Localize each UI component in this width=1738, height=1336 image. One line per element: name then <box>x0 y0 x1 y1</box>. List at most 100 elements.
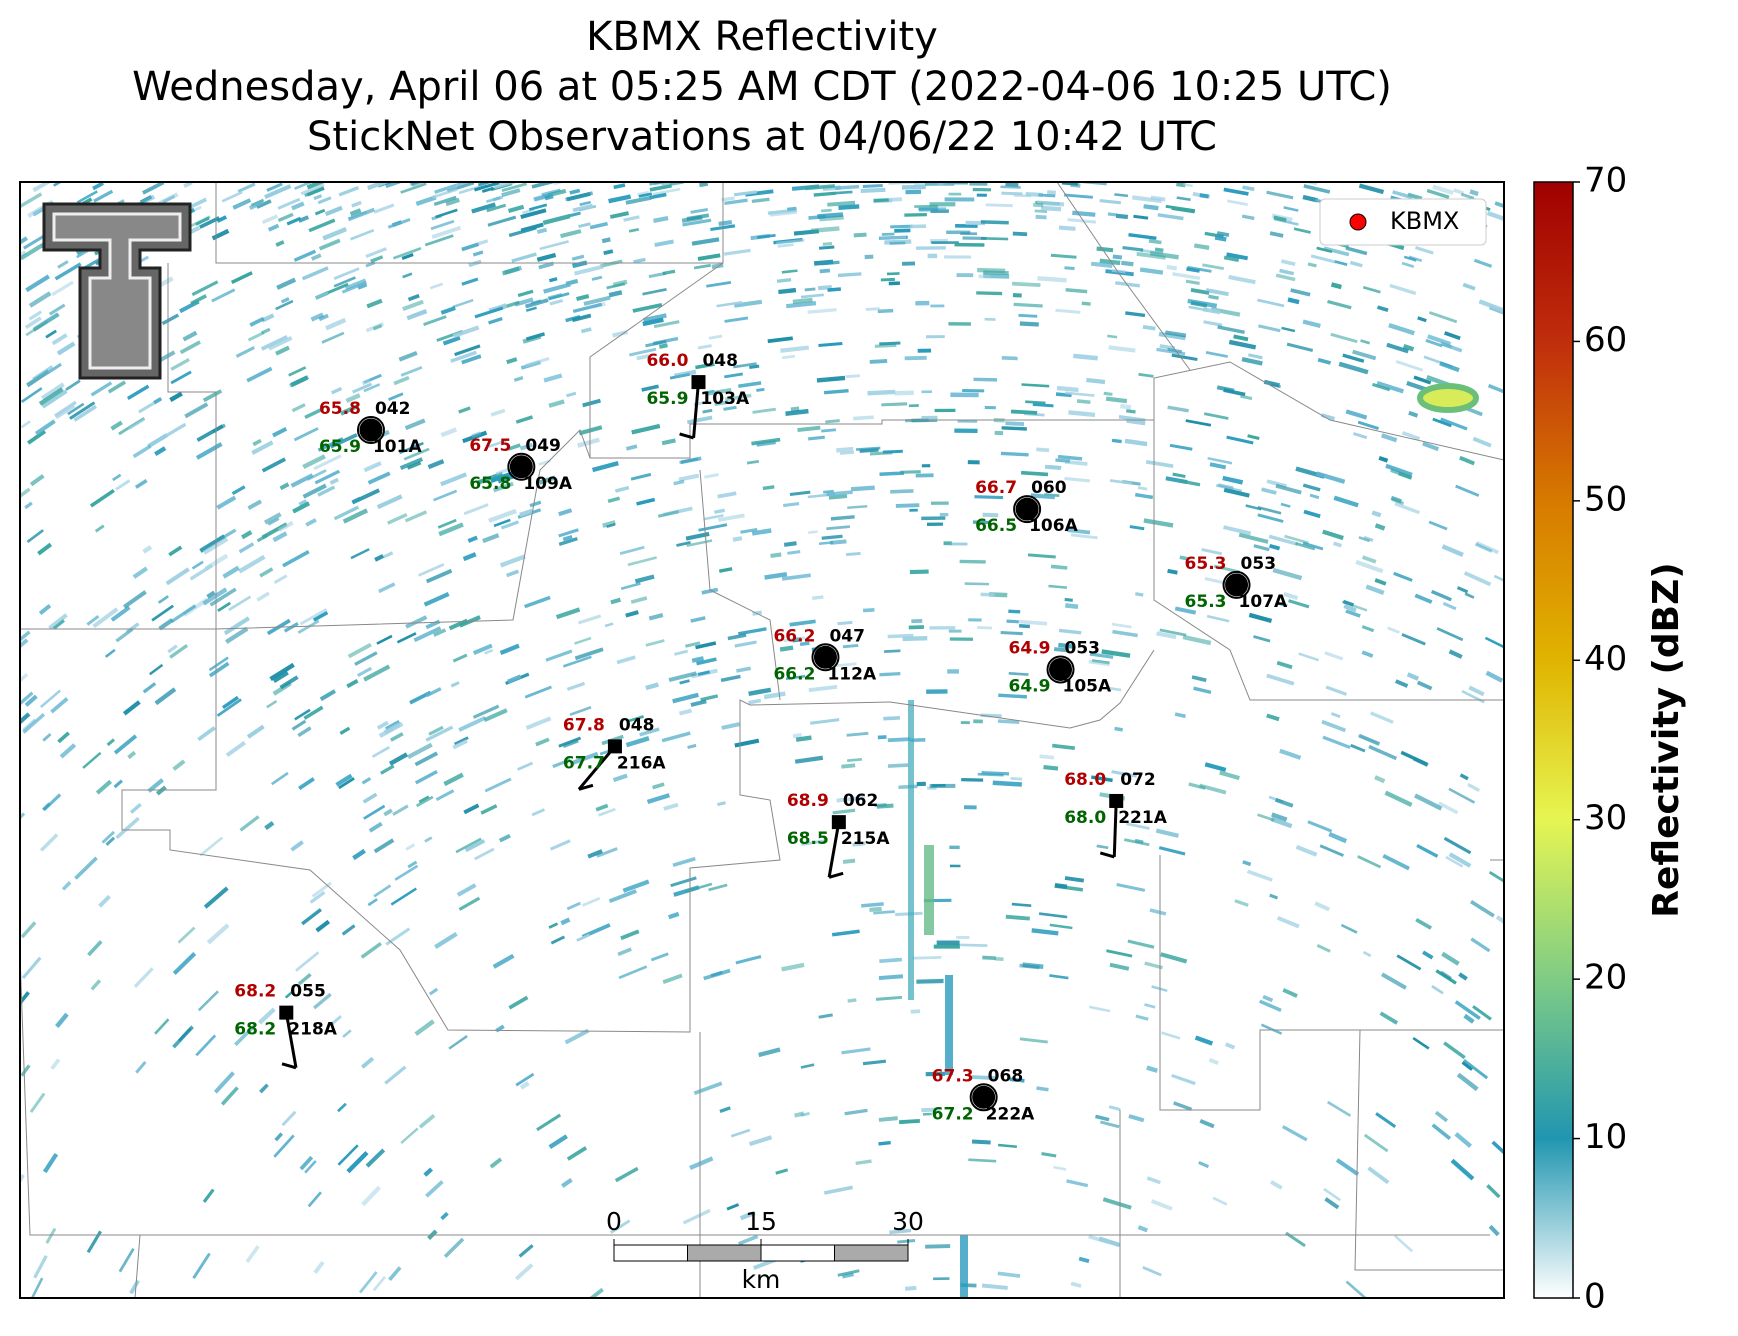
radar-echo <box>702 408 713 414</box>
radar-echo <box>810 718 840 725</box>
radar-echo <box>901 184 926 190</box>
radar-echo <box>161 313 180 326</box>
radar-echo <box>1143 518 1174 528</box>
radar-echo <box>1280 259 1296 266</box>
radar-echo <box>1086 377 1106 385</box>
radar-echo <box>82 751 102 769</box>
radar-echo <box>558 528 579 538</box>
station-code: 062 <box>843 791 879 811</box>
radar-echo <box>1056 385 1079 393</box>
radar-echo <box>142 545 153 554</box>
radar-echo <box>623 215 640 222</box>
radar-echo <box>20 250 27 259</box>
radar-echo <box>1368 744 1398 761</box>
radar-echo <box>1145 459 1174 468</box>
radar-echo <box>591 460 619 473</box>
radar-echo <box>1401 633 1426 646</box>
radar-echo <box>1112 629 1138 638</box>
radar-echo <box>762 485 775 491</box>
radar-echo <box>807 435 825 441</box>
radar-echo <box>423 315 447 326</box>
radar-echo <box>363 664 391 682</box>
radar-echo <box>380 764 395 775</box>
radar-echo <box>361 777 372 785</box>
radar-echo <box>1488 870 1504 883</box>
radar-echo <box>92 182 104 191</box>
radar-echo <box>961 778 984 782</box>
radar-echo <box>562 534 573 542</box>
radar-echo <box>693 1081 723 1096</box>
radar-echo <box>571 254 585 261</box>
radar-echo <box>1155 828 1179 838</box>
radar-echo <box>606 282 626 290</box>
radar-echo <box>574 647 604 661</box>
radar-echo <box>263 512 282 525</box>
radar-echo <box>98 894 111 908</box>
radar-echo <box>799 641 810 647</box>
radar-echo <box>1109 686 1122 692</box>
radar-echo <box>1357 855 1382 869</box>
radar-echo <box>490 408 506 417</box>
radar-echo <box>718 567 733 573</box>
radar-echo <box>804 287 816 292</box>
radar-echo <box>613 183 626 190</box>
radar-echo <box>387 218 411 229</box>
radar-echo <box>821 428 837 433</box>
radar-echo <box>1144 1003 1156 1009</box>
radar-echo <box>1454 1132 1472 1148</box>
radar-echo <box>507 204 525 214</box>
radar-echo <box>1319 844 1344 857</box>
radar-echo <box>360 942 382 959</box>
radar-echo <box>1269 893 1279 900</box>
radar-echo <box>302 454 326 469</box>
radar-echo <box>1019 321 1039 327</box>
station-marker <box>691 375 706 390</box>
radar-echo <box>525 332 546 341</box>
radar-echo <box>560 229 582 239</box>
radar-echo <box>329 433 358 449</box>
radar-echo <box>877 308 894 314</box>
radar-echo <box>663 802 679 811</box>
radar-echo <box>1426 188 1450 200</box>
radar-echo <box>493 182 519 190</box>
radar-echo <box>298 215 310 223</box>
radar-echo <box>1089 652 1114 659</box>
radar-echo <box>524 356 550 368</box>
radar-echo <box>981 1283 1008 1290</box>
radar-echo <box>1434 1110 1449 1123</box>
radar-echo <box>23 234 46 250</box>
radar-echo <box>1440 417 1468 431</box>
radar-echo <box>300 183 325 196</box>
radar-echo <box>787 550 801 555</box>
radar-echo <box>577 614 602 625</box>
legend-label: KBMX <box>1390 207 1459 235</box>
radar-echo <box>272 426 288 438</box>
radar-echo <box>414 751 439 767</box>
radar-echo <box>21 956 42 980</box>
radar-echo <box>525 306 537 312</box>
radar-echo <box>361 378 371 386</box>
radar-echo <box>982 955 996 961</box>
station-dewpoint: 68.0 <box>1064 808 1106 828</box>
radar-echo <box>26 529 44 544</box>
plot-area <box>20 182 1504 1298</box>
radar-echo <box>515 1072 535 1087</box>
radar-echo <box>1389 283 1417 296</box>
radar-echo <box>172 759 186 771</box>
radar-echo <box>545 649 573 662</box>
radar-echo <box>561 1178 573 1188</box>
radar-echo <box>206 590 216 599</box>
radar-echo <box>172 1025 194 1049</box>
radar-echo <box>1025 191 1044 198</box>
radar-echo <box>212 423 226 434</box>
radar-echo <box>1260 1023 1283 1035</box>
radar-echo <box>1005 421 1025 427</box>
radar-echo <box>52 619 65 630</box>
radar-echo <box>763 691 786 700</box>
radar-echo <box>374 554 385 562</box>
radar-echo <box>1073 353 1098 361</box>
radar-echo <box>724 316 749 323</box>
radar-echo <box>1008 671 1029 676</box>
radar-echo <box>1227 199 1248 207</box>
radar-echo <box>572 203 594 213</box>
